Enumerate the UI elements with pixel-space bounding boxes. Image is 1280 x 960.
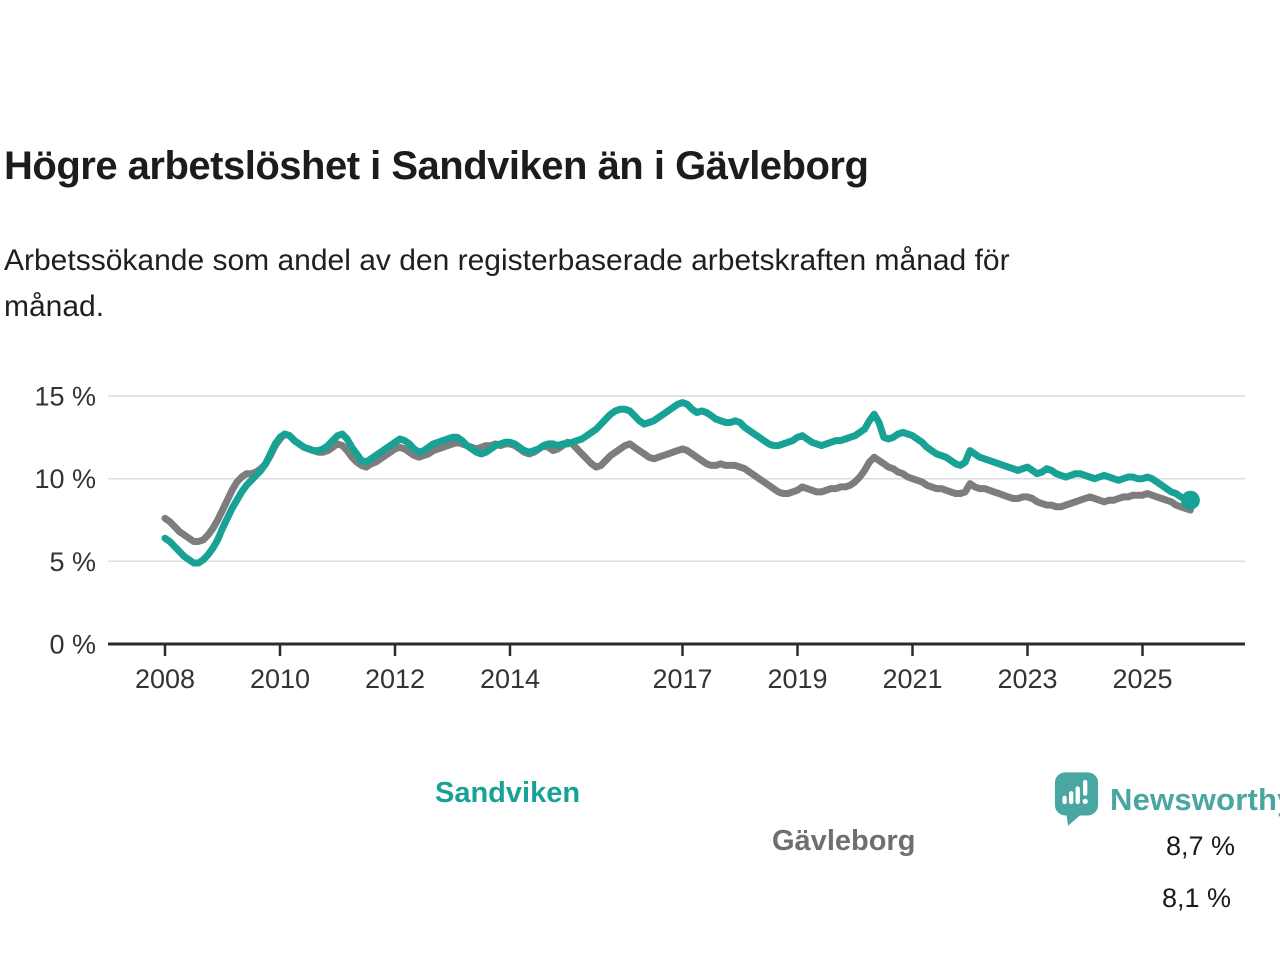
end-marker-dot xyxy=(1180,490,1200,510)
x-axis: 2008 2010 2012 2014 2017 2019 2021 2023 2025 xyxy=(135,644,1173,694)
series-label-gavleborg: Gävleborg xyxy=(772,825,916,857)
x-tick-label: 2025 xyxy=(1112,664,1172,694)
newsworthy-wordmark: Newsworthy xyxy=(1110,781,1280,817)
x-tick-label: 2010 xyxy=(250,664,310,694)
line-sandviken xyxy=(161,399,1194,567)
x-tick-label: 2023 xyxy=(997,664,1057,694)
y-tick-label: 10 % xyxy=(34,464,96,494)
y-tick-label: 0 % xyxy=(49,630,96,660)
end-value-gavleborg: 8,1 % xyxy=(1162,883,1232,913)
end-value-sandviken: 8,7 % xyxy=(1166,831,1236,861)
x-tick-label: 2014 xyxy=(480,664,540,694)
newsworthy-logo: Newsworthy xyxy=(1054,771,1280,828)
chart-subtitle: Arbetssökande som andel av den registerb… xyxy=(4,244,1010,323)
gridlines xyxy=(108,395,1245,646)
x-tick-label: 2012 xyxy=(365,664,425,694)
line-chart: 15 % 10 % 5 % 0 % 2008 2010 2012 2014 2017 2019 2… xyxy=(0,370,1280,913)
page-title: Högre arbetslöshet i Sandviken än i Gävl… xyxy=(4,144,869,188)
x-tick-label: 2019 xyxy=(767,664,827,694)
plot-area: 15 %10 %5 %0 % 2008 2010 2012 2014 2017 2019 2… xyxy=(34,382,1245,694)
x-tick-label: 2008 xyxy=(135,664,195,694)
x-tick-label: 2017 xyxy=(652,664,712,694)
series-label-sandviken: Sandviken xyxy=(435,777,581,809)
line-gävleborg xyxy=(161,430,1194,545)
series-lines xyxy=(161,399,1200,567)
y-axis-labels: 15 % 10 % 5 % 0 % xyxy=(34,382,96,660)
y-tick-label: 15 % xyxy=(34,382,96,412)
y-tick-label: 5 % xyxy=(49,547,96,577)
newsworthy-bubble-chart-icon xyxy=(1054,772,1099,826)
x-tick-label: 2021 xyxy=(882,664,942,694)
